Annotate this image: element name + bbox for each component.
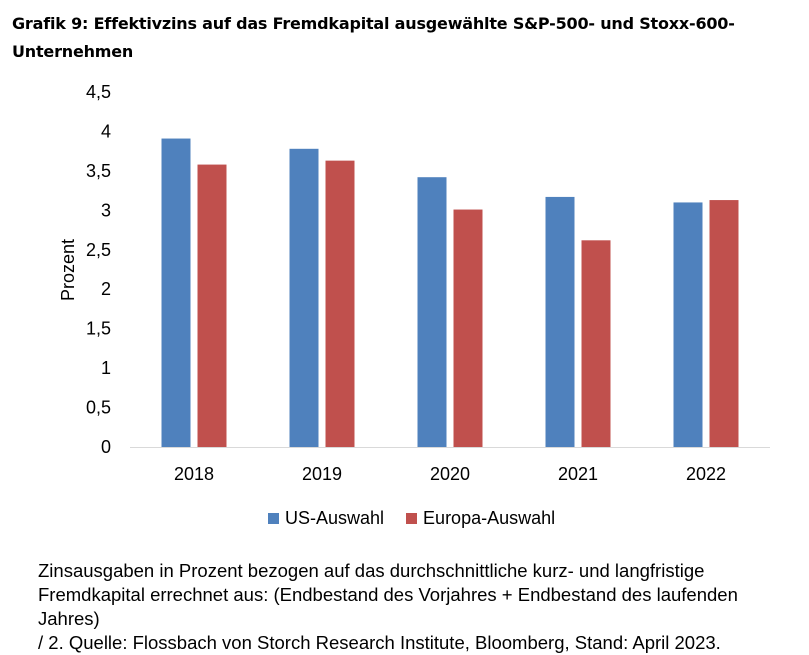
- chart-title-line-2: Unternehmen: [12, 42, 134, 61]
- legend-item-us: US-Auswahl: [268, 508, 384, 529]
- bar-us: [161, 138, 191, 448]
- bar-us: [673, 202, 703, 447]
- y-tick-label: 2: [101, 279, 111, 299]
- chart-title-line-1: Grafik 9: Effektivzins auf das Fremdkapi…: [12, 14, 735, 33]
- bar-europa: [453, 209, 483, 447]
- caption-line-3: / 2. Quelle: Flossbach von Storch Resear…: [38, 632, 721, 653]
- legend-swatch-europa: [406, 513, 418, 524]
- y-tick-label: 0,5: [86, 398, 111, 418]
- y-tick-label: 1: [101, 358, 111, 378]
- legend-swatch-us: [268, 513, 279, 524]
- y-tick-label: 3,5: [86, 161, 111, 181]
- bar-us: [417, 177, 447, 447]
- y-tick-label: 4: [101, 121, 111, 141]
- x-tick-label: 2021: [558, 464, 598, 484]
- legend-label-europa: Europa-Auswahl: [423, 508, 556, 528]
- y-tick-label: 2,5: [86, 240, 111, 260]
- bar-chart: 0 0,5 1 1,5 2 2,5 3 3,5 4 4,5 Prozent 2018 2019 2020 2…: [58, 82, 770, 484]
- x-tick-label: 2022: [686, 464, 726, 484]
- bar-europa: [709, 200, 739, 447]
- y-tick-label: 1,5: [86, 319, 111, 339]
- y-tick-label: 0: [101, 437, 111, 457]
- bar-europa: [325, 160, 355, 447]
- chart-title: Grafik 9: Effektivzins auf das Fremdkapi…: [12, 10, 782, 66]
- chart-caption: Zinsausgaben in Prozent bezogen auf das …: [38, 559, 803, 655]
- x-tick-label: 2020: [430, 464, 470, 484]
- caption-line-1: Zinsausgaben in Prozent bezogen auf das …: [38, 560, 705, 581]
- chart-legend: US-Auswahl Europa-Auswahl: [268, 508, 577, 529]
- bar-europa: [197, 164, 227, 448]
- y-tick-label: 4,5: [86, 82, 111, 102]
- bar-us: [545, 196, 575, 447]
- x-tick-label: 2018: [174, 464, 214, 484]
- caption-line-2: Fremdkapital errechnet aus: (Endbestand …: [38, 584, 738, 629]
- y-axis-title: Prozent: [58, 239, 78, 301]
- legend-label-us: US-Auswahl: [285, 508, 385, 528]
- x-tick-label: 2019: [302, 464, 342, 484]
- legend-item-europa: Europa-Auswahl: [406, 508, 555, 529]
- y-tick-label: 3: [101, 200, 111, 220]
- bar-europa: [581, 240, 611, 447]
- bar-us: [289, 148, 319, 448]
